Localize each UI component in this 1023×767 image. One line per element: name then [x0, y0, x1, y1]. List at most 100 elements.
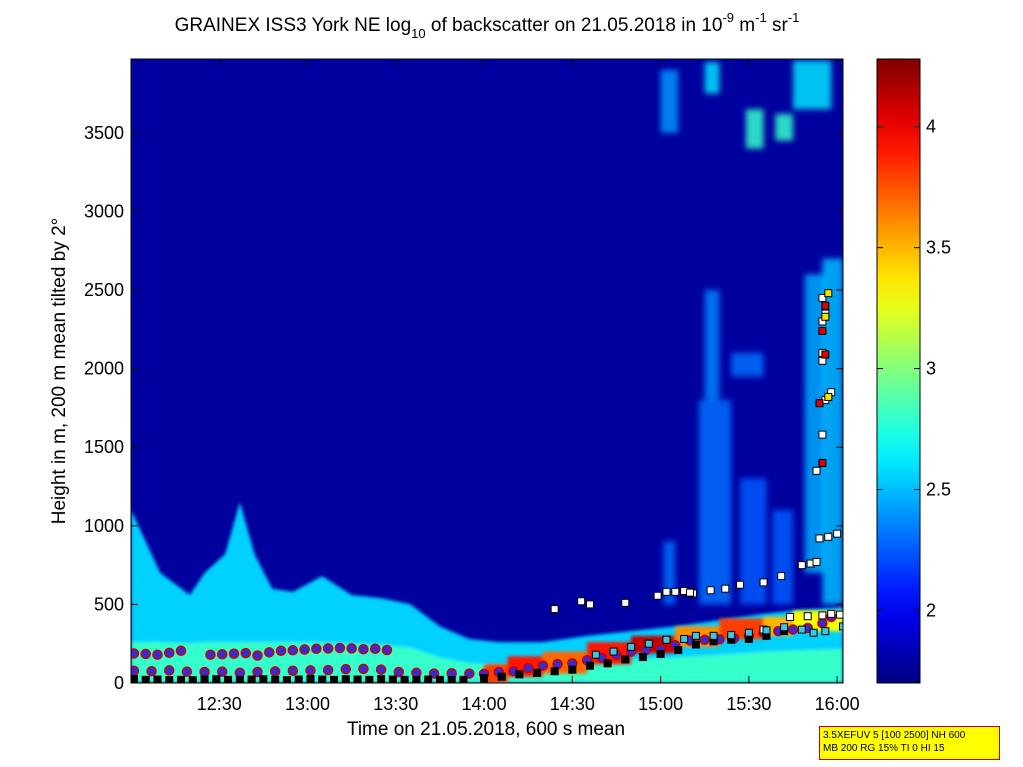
mixing-layer-marker [334, 642, 346, 654]
x-tick-label: 14:00 [462, 694, 507, 714]
cloud-base-marker [662, 587, 671, 596]
cloud-patch [775, 114, 793, 141]
aerosol-patch [719, 618, 764, 639]
cloud-base-marker [818, 293, 827, 302]
cloud-base-marker [200, 675, 209, 683]
cloud-base-marker [721, 584, 730, 593]
cloud-base-marker [821, 312, 830, 321]
cloud-base-marker [153, 675, 162, 683]
x-tick-label: 12:30 [197, 694, 242, 714]
y-tick-label: 1000 [84, 516, 124, 536]
cloud-base-marker [812, 557, 821, 566]
cloud-base-marker [141, 675, 150, 683]
mixing-layer-marker [787, 624, 799, 635]
cloud-base-marker [424, 675, 433, 683]
cloud-base-marker [591, 650, 600, 659]
x-axis-label: Time on 21.05.2018, 600 s mean [347, 719, 625, 740]
cloud-base-marker [709, 631, 718, 640]
mixing-layer-marker [817, 618, 828, 629]
cloud-base-marker [412, 676, 421, 683]
cloud-base-marker [809, 628, 818, 637]
y-tick-label: 500 [94, 594, 124, 614]
cloud-base-marker [777, 572, 786, 581]
info-line-2: MB 200 RG 15% TI 0 HI 15 [823, 743, 945, 754]
y-axis: 0 500 1000 1500 2000 2500 3000 3500 [84, 123, 843, 693]
cloud-base-marker [577, 597, 586, 606]
mixing-layer-marker [264, 647, 275, 658]
mixing-layer-marker [287, 645, 299, 656]
cloud-base-marker [744, 628, 753, 637]
mixing-layer-marker [216, 648, 228, 660]
cloud-base-marker [671, 587, 680, 596]
mixing-layer-marker [305, 665, 316, 676]
mixing-layer-marker [346, 643, 357, 654]
y-tick-label: 0 [114, 673, 124, 693]
cloud-base-marker [282, 676, 291, 683]
mixing-layer-marker [146, 665, 157, 677]
mixing-layer-marker [299, 644, 310, 655]
cloud-base-marker [833, 529, 842, 538]
x-tick-label: 15:00 [638, 694, 683, 714]
colorbar-tick-label: 2 [926, 600, 936, 620]
cloud-base-marker [836, 610, 843, 619]
y-tick-label: 3000 [84, 201, 124, 221]
mixing-layer-marker [537, 660, 549, 671]
cloud-base-marker [609, 647, 618, 656]
cloud-base-marker [388, 675, 397, 683]
colorbar-tick-label: 4 [926, 117, 936, 137]
info-line-1: 3.5XEFUV 5 [100 2500] NH 600 [823, 730, 966, 741]
cloud-base-marker [727, 631, 736, 640]
mixing-layer-marker [322, 643, 334, 654]
cloud-base-marker [827, 609, 836, 618]
mixing-layer-marker [131, 648, 140, 659]
cloud-base-marker [691, 640, 700, 649]
cloud-base-marker [797, 561, 806, 570]
marker-layer [131, 289, 843, 683]
mixing-layer-marker [369, 643, 381, 654]
cloud-base-marker [821, 301, 830, 310]
cloud-base-marker [550, 667, 559, 676]
cloud-base-marker [459, 675, 468, 683]
cloud-patch [731, 352, 764, 377]
colorbar-frame [876, 58, 921, 684]
plot-frame [130, 58, 844, 684]
mixing-layer-marker [252, 650, 263, 661]
cloud-base-marker [330, 675, 339, 683]
cloud-base-marker [786, 612, 795, 621]
mixing-layer-marker [205, 649, 216, 660]
cloud-base-marker [365, 675, 374, 683]
mixing-layer-marker [163, 647, 175, 659]
cloud-base-marker [515, 670, 524, 679]
cloud-patch [704, 290, 720, 401]
mixing-layer-marker [522, 662, 534, 674]
cloud-patch [704, 62, 720, 94]
mixing-layer-marker [252, 666, 263, 678]
cloud-base-marker [839, 622, 843, 631]
mixing-layer-marker [393, 666, 404, 678]
cloud-base-marker [177, 675, 186, 683]
cloud-base-marker [259, 675, 268, 683]
cloud-base-marker [762, 626, 771, 635]
cloud-base-marker [691, 631, 700, 640]
cloud-base-marker [803, 612, 812, 621]
cloud-base-marker [247, 675, 256, 683]
cloud-base-marker [447, 676, 456, 683]
colorbar-ticks: 2 2.5 3 3.5 4 [877, 117, 951, 620]
colorbar-tick-label: 3 [926, 359, 936, 379]
cloud-base-marker [550, 605, 559, 614]
cloud-base-marker [353, 675, 362, 683]
colorbar-tick-label: 2.5 [926, 480, 951, 500]
mixing-layer-marker [140, 648, 151, 660]
cloud-patch [772, 510, 793, 605]
cloud-base-marker [706, 586, 715, 595]
cloud-base-marker [680, 634, 689, 643]
cloud-base-marker [235, 676, 244, 683]
cloud-base-marker [818, 458, 827, 467]
cloud-base-marker [621, 655, 630, 664]
mixing-layer-marker [375, 664, 387, 675]
cloud-base-marker [377, 675, 386, 683]
cloud-base-marker [824, 392, 833, 401]
mixing-layer-marker [358, 663, 369, 675]
cloud-base-marker [568, 665, 577, 674]
